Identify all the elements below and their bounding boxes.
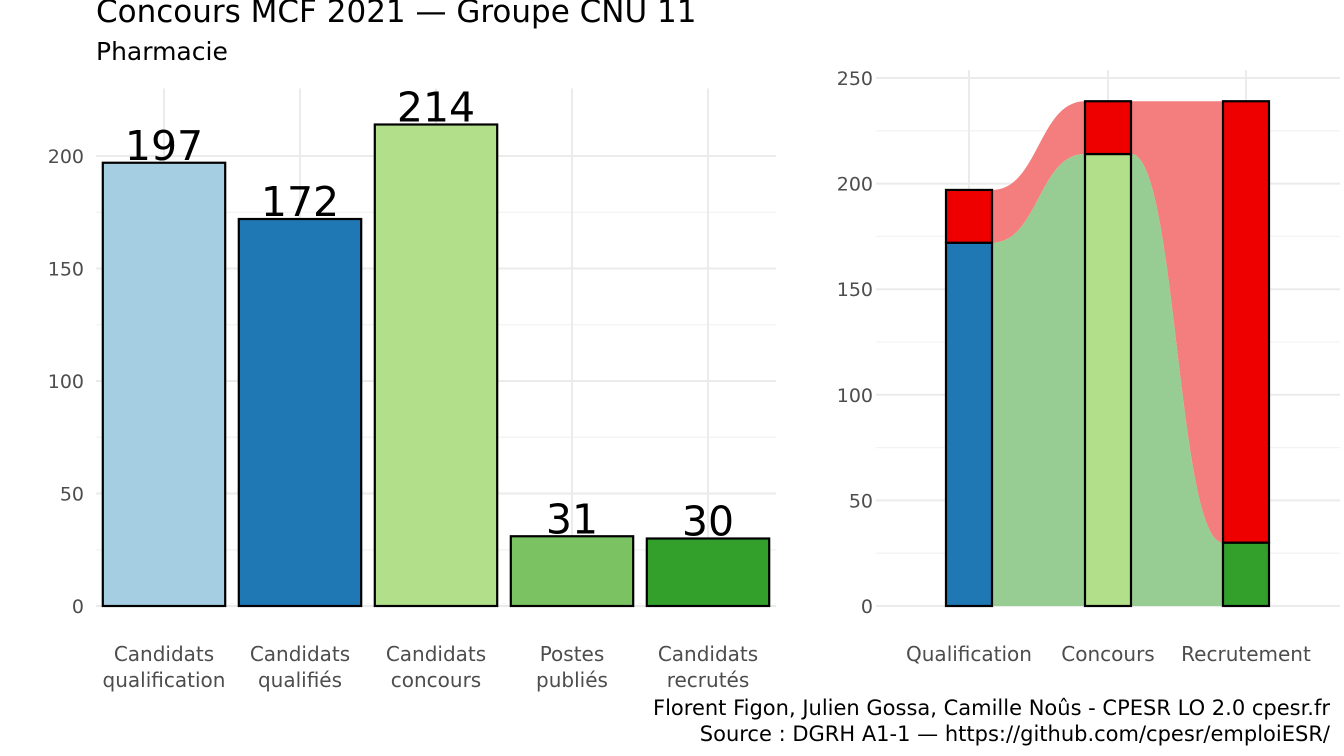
bar [101, 161, 227, 608]
stack-bar-upper [1083, 100, 1133, 156]
data-label: 197 [125, 122, 203, 170]
bar [645, 537, 771, 608]
stack-bar-upper [1221, 100, 1271, 544]
x-tick-label: Qualification [906, 642, 1032, 666]
flow-red [992, 101, 1085, 243]
caption-authors: Florent Figon, Julien Gossa, Camille Noû… [653, 696, 1330, 720]
y-tick-label: 50 [60, 484, 84, 506]
flow-red [1131, 101, 1223, 543]
x-tick-label: concours [391, 668, 481, 692]
caption-source: Source : DGRH A1-1 — https://github.com/… [699, 722, 1330, 746]
data-label: 172 [261, 178, 339, 226]
x-tick-label: Recrutement [1181, 642, 1311, 666]
y-tick-label: 100 [48, 371, 84, 393]
x-tick-label: recrutés [667, 668, 750, 692]
y-tick-label: 100 [837, 385, 873, 407]
y-tick-label: 200 [48, 146, 84, 168]
x-tick-label: Candidats [386, 642, 486, 666]
flow-green [1131, 154, 1223, 607]
y-tick-label: 150 [837, 279, 873, 301]
y-tick-label: 50 [849, 490, 873, 512]
stack-bar-lower [1221, 541, 1271, 608]
stack-bar-lower [944, 241, 994, 608]
y-tick-label: 0 [861, 596, 873, 618]
data-label: 31 [546, 495, 598, 543]
y-tick-label: 200 [837, 174, 873, 196]
chart-title: Concours MCF 2021 — Groupe CNU 11 [96, 0, 697, 30]
flow-green [992, 154, 1085, 606]
x-tick-label: publiés [536, 668, 608, 692]
bar [509, 535, 635, 608]
x-tick-label: Concours [1061, 642, 1154, 666]
bar [237, 217, 363, 608]
bar [373, 123, 499, 608]
x-tick-label: qualifiés [258, 668, 342, 692]
x-tick-label: Candidats [114, 642, 214, 666]
y-tick-label: 150 [48, 259, 84, 281]
stack-bar-lower [1083, 152, 1133, 608]
y-tick-label: 250 [837, 68, 873, 90]
x-tick-label: Candidats [658, 642, 758, 666]
y-tick-label: 0 [72, 596, 84, 618]
data-label: 214 [397, 84, 475, 132]
x-tick-label: qualification [103, 668, 226, 692]
x-tick-label: Candidats [250, 642, 350, 666]
x-tick-label: Postes [540, 642, 605, 666]
data-label: 30 [682, 498, 734, 546]
stack-bar-upper [944, 188, 994, 244]
chart-subtitle: Pharmacie [96, 37, 228, 66]
